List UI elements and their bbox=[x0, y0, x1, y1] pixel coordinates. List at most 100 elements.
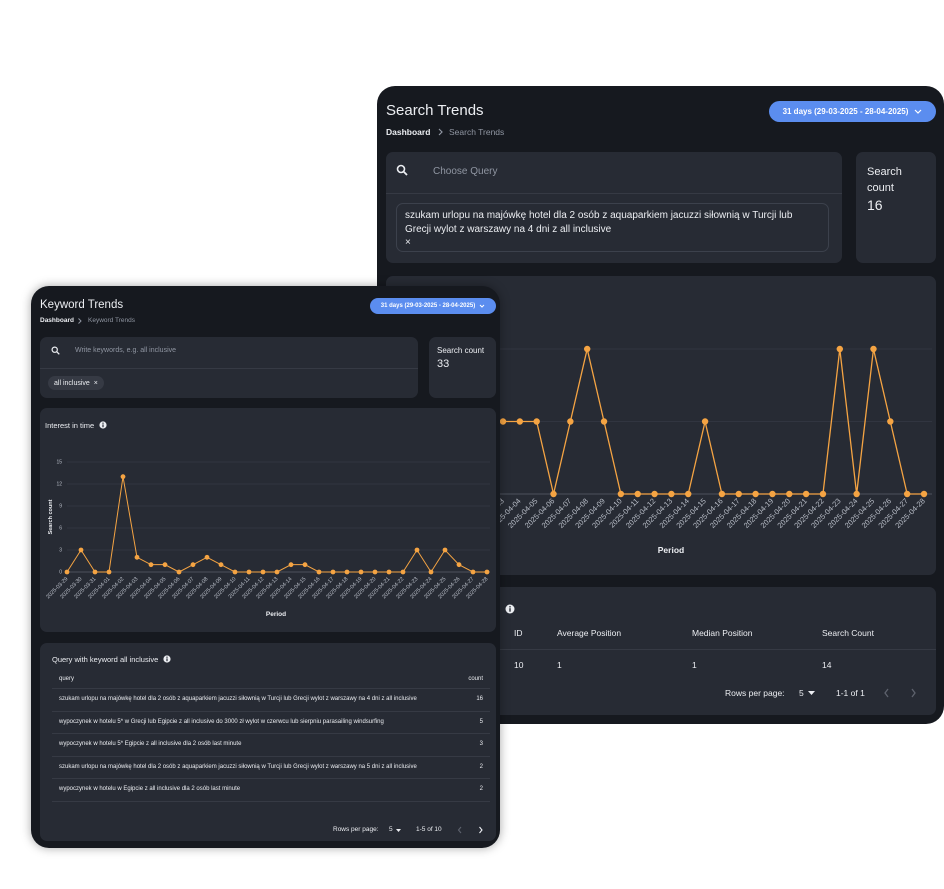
y-tick-label: 0 bbox=[59, 569, 62, 575]
point bbox=[372, 569, 378, 575]
breadcrumb-separator bbox=[78, 318, 82, 324]
info-icon bbox=[163, 655, 171, 663]
point bbox=[651, 490, 658, 498]
point bbox=[288, 562, 294, 568]
query-input[interactable]: Choose Query bbox=[433, 166, 498, 177]
search-count-label: Search count bbox=[437, 346, 485, 355]
column-header[interactable]: Average Position bbox=[557, 628, 622, 638]
date-range-button[interactable]: 31 days (29-03-2025 - 28-04-2025) bbox=[370, 298, 496, 314]
point bbox=[204, 554, 210, 560]
search-icon bbox=[396, 164, 408, 176]
point bbox=[533, 418, 540, 425]
breadcrumb-separator bbox=[438, 128, 443, 136]
point bbox=[386, 569, 392, 575]
divider bbox=[40, 368, 418, 369]
keyword-chip-text: all inclusive bbox=[54, 379, 90, 387]
info-icon bbox=[99, 421, 107, 429]
point bbox=[218, 562, 224, 568]
y-tick-label: 6 bbox=[59, 525, 62, 531]
line bbox=[503, 348, 924, 495]
y-tick-label: 12 bbox=[56, 481, 62, 487]
table-row[interactable]: wypoczynek w hotelu 5* Egipcie z all inc… bbox=[52, 734, 490, 757]
query-cell: wypoczynek w hotelu 5* w Grecji lub Egip… bbox=[59, 718, 384, 725]
chevron bbox=[914, 109, 922, 114]
keyword-trends-panel: Keyword Trends Dashboard Keyword Trends … bbox=[31, 286, 500, 848]
column-header[interactable]: count bbox=[468, 676, 483, 682]
query-chip-text: szukam urlopu na majówkę hotel dla 2 osó… bbox=[405, 210, 793, 235]
point bbox=[567, 418, 574, 425]
point bbox=[78, 547, 84, 553]
search-count-card: Search count 16 bbox=[856, 152, 936, 263]
table-row[interactable]: szukam urlopu na majówkę hotel dla 2 osó… bbox=[52, 689, 490, 712]
y-tick-label: 9 bbox=[59, 503, 62, 509]
point bbox=[106, 569, 112, 575]
point bbox=[120, 474, 126, 480]
chip-remove[interactable]: × bbox=[405, 237, 411, 248]
select-caret bbox=[808, 691, 815, 695]
rows-per-page-select[interactable]: 5 bbox=[389, 826, 393, 833]
next-page[interactable] bbox=[478, 826, 484, 834]
page-title: Search Trends bbox=[386, 102, 484, 119]
rows-per-page-label: Rows per page: bbox=[725, 688, 785, 698]
table-cell: 1 bbox=[557, 660, 562, 670]
search-count-value: 33 bbox=[437, 358, 450, 370]
search-count-label: Search count bbox=[867, 166, 902, 194]
point bbox=[148, 562, 154, 568]
point bbox=[735, 490, 742, 498]
rows-per-page-select[interactable]: 5 bbox=[799, 688, 804, 698]
table-row[interactable]: szukam urlopu na majówkę hotel dla 2 osó… bbox=[52, 757, 490, 779]
query-cell: wypoczynek w hotelu 5* Egipcie z all inc… bbox=[59, 741, 242, 747]
chip-remove[interactable]: × bbox=[93, 379, 98, 387]
point bbox=[162, 562, 168, 568]
point bbox=[836, 345, 843, 353]
keyword-chip: all inclusive × bbox=[48, 376, 104, 390]
chart: 036912152025-03-292025-03-302025-03-3120… bbox=[45, 459, 490, 618]
count-cell: 3 bbox=[479, 741, 483, 747]
point bbox=[903, 490, 911, 498]
date-range-button[interactable]: 31 days (29-03-2025 - 28-04-2025) bbox=[769, 101, 936, 122]
chart-card: Interest in time bbox=[40, 408, 496, 632]
breadcrumb-link[interactable]: Dashboard bbox=[40, 317, 74, 324]
count-cell: 2 bbox=[479, 763, 483, 770]
x-axis-label: Period bbox=[658, 545, 684, 555]
table-row[interactable]: wypoczynek w hotelu w Egipcie z all incl… bbox=[52, 779, 490, 802]
point bbox=[358, 569, 364, 575]
column-header[interactable]: Search Count bbox=[822, 628, 874, 638]
point bbox=[484, 569, 490, 575]
count-cell: 16 bbox=[476, 696, 483, 702]
column-header[interactable]: Median Position bbox=[692, 628, 753, 638]
point bbox=[456, 562, 462, 568]
point bbox=[786, 490, 793, 498]
column-header[interactable]: ID bbox=[514, 628, 523, 638]
breadcrumb-link[interactable]: Dashboard bbox=[386, 127, 431, 137]
breadcrumb-current: Search Trends bbox=[449, 127, 505, 137]
point bbox=[134, 554, 140, 560]
next-page[interactable] bbox=[910, 688, 918, 698]
keyword-card: Write keywords, e.g. all inclusive all i… bbox=[40, 337, 418, 398]
search-count-value: 16 bbox=[867, 197, 883, 213]
point bbox=[870, 345, 877, 353]
point bbox=[853, 490, 860, 498]
y-tick-label: 3 bbox=[59, 547, 62, 553]
point bbox=[516, 418, 524, 425]
rows-per-page-label: Rows per page: bbox=[333, 826, 379, 833]
point bbox=[752, 490, 759, 498]
point bbox=[769, 490, 776, 498]
prev-page[interactable] bbox=[457, 826, 463, 834]
point bbox=[64, 569, 70, 575]
table-row[interactable]: wypoczynek w hotelu 5* w Grecji lub Egip… bbox=[52, 712, 490, 734]
info-icon bbox=[505, 604, 515, 614]
point bbox=[428, 569, 434, 575]
prev-page[interactable] bbox=[883, 688, 891, 698]
table-cell: 14 bbox=[822, 660, 832, 670]
keyword-input[interactable]: Write keywords, e.g. all inclusive bbox=[75, 347, 177, 354]
point bbox=[302, 562, 308, 568]
chart: 0122025-04-032025-04-042025-04-052025-04… bbox=[394, 345, 932, 555]
point bbox=[668, 490, 675, 498]
column-header[interactable]: query bbox=[59, 676, 75, 682]
page-title: Keyword Trends bbox=[40, 299, 124, 311]
pagination-range: 1-1 of 1 bbox=[836, 688, 865, 698]
point bbox=[550, 490, 557, 498]
count-cell: 2 bbox=[479, 786, 483, 792]
